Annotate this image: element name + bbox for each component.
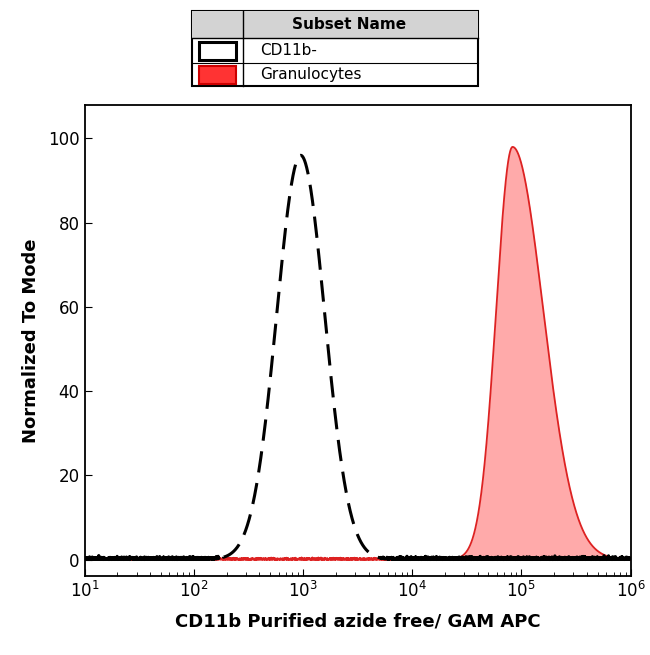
Bar [199, 42, 236, 60]
Y-axis label: Normalized To Mode: Normalized To Mode [21, 238, 40, 443]
X-axis label: CD11b Purified azide free/ GAM APC: CD11b Purified azide free/ GAM APC [175, 612, 540, 631]
Bar [192, 11, 478, 38]
Bar [199, 66, 236, 84]
Text: CD11b-: CD11b- [261, 43, 317, 58]
Text: Granulocytes: Granulocytes [261, 67, 362, 83]
Text: Subset Name: Subset Name [292, 17, 406, 32]
